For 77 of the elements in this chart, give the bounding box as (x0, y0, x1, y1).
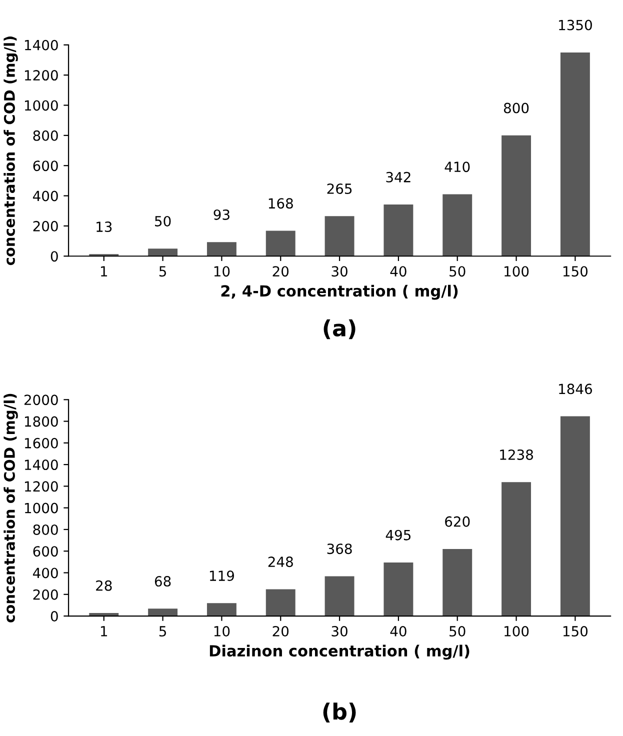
bar (502, 135, 532, 256)
data-label: 495 (386, 530, 410, 540)
data-label: 265 (327, 184, 352, 194)
bar (384, 204, 414, 256)
data-label: 28 (96, 580, 112, 591)
x-tick-label: 150 (563, 266, 588, 277)
bar (560, 52, 590, 256)
bar (442, 548, 472, 616)
data-label: 410 (444, 162, 470, 172)
x-tick-label: 50 (450, 266, 466, 277)
y-tick-label: 600 (33, 546, 58, 557)
data-label: 68 (154, 576, 171, 587)
y-tick-label: 0 (50, 251, 58, 262)
x-tick-label: 5 (159, 626, 166, 637)
data-label: 368 (327, 544, 352, 554)
text: (a) (324, 319, 356, 340)
data-label: 1846 (559, 384, 592, 394)
bar (148, 608, 178, 616)
y-tick-label: 0 (50, 611, 58, 622)
data-label: 168 (268, 198, 293, 209)
y-tick-label: 600 (33, 160, 58, 172)
y-tick-label: 400 (32, 568, 58, 578)
bar (442, 194, 472, 256)
x-axis-title: 2, 4-D concentration ( mg/l) (221, 284, 458, 300)
x-tick-label: 30 (332, 626, 348, 637)
data-label: 800 (504, 102, 529, 114)
x-tick-label: 20 (272, 266, 289, 277)
data-label: 13 (96, 222, 112, 232)
y-tick-label: 1000 (24, 100, 58, 111)
bar (324, 216, 354, 256)
x-tick-label: 40 (390, 626, 406, 637)
data-label: 1350 (559, 20, 592, 30)
y-tick-label: 1200 (24, 481, 58, 492)
y-tick-label: 1600 (24, 438, 58, 448)
bar (266, 589, 296, 616)
data-label: 93 (214, 209, 230, 220)
bar (560, 416, 590, 616)
text: (b) (323, 702, 356, 722)
bar (148, 248, 178, 256)
x-tick-label: 100 (504, 266, 529, 277)
data-label: 342 (386, 172, 410, 182)
x-tick-label: 1 (100, 626, 108, 636)
y-tick-label: 400 (32, 190, 58, 202)
y-tick-label: 1000 (24, 502, 58, 514)
y-tick-label: 800 (33, 524, 58, 535)
y-tick-label: 1200 (24, 70, 58, 81)
x-tick-label: 30 (332, 266, 348, 277)
x-tick-label: 10 (214, 626, 230, 637)
bar (384, 562, 414, 616)
y-tick-label: 200 (33, 589, 58, 600)
data-label: 50 (155, 216, 171, 226)
y-tick-label: 1800 (24, 416, 58, 427)
x-tick-label: 40 (390, 266, 406, 277)
y-tick-label: 2000 (24, 394, 58, 406)
bar (324, 576, 354, 616)
y-tick-label: 1400 (24, 460, 58, 470)
y-axis-title: concentration of COD (mg/l) (4, 36, 18, 266)
data-label: 119 (210, 570, 234, 582)
x-axis-title: Diazinon concentration ( mg/l) (210, 644, 470, 660)
data-label: 248 (268, 556, 293, 568)
x-tick-label: 100 (504, 626, 529, 637)
y-tick-label: 200 (33, 220, 58, 232)
y-axis-title: concentration of COD (mg/l) (4, 394, 18, 622)
bar (266, 230, 296, 256)
x-tick-label: 1 (100, 266, 108, 276)
y-tick-label: 800 (33, 130, 58, 141)
x-tick-label: 10 (214, 266, 230, 277)
y-tick-label: 1400 (24, 40, 58, 50)
bar (206, 242, 236, 256)
x-tick-label: 50 (450, 626, 466, 637)
x-tick-label: 150 (563, 626, 588, 637)
bar (206, 603, 236, 616)
x-tick-label: 20 (272, 626, 289, 637)
data-label: 1238 (500, 449, 533, 460)
data-label: 620 (445, 516, 470, 527)
bar (502, 482, 532, 616)
x-tick-label: 5 (159, 266, 166, 277)
